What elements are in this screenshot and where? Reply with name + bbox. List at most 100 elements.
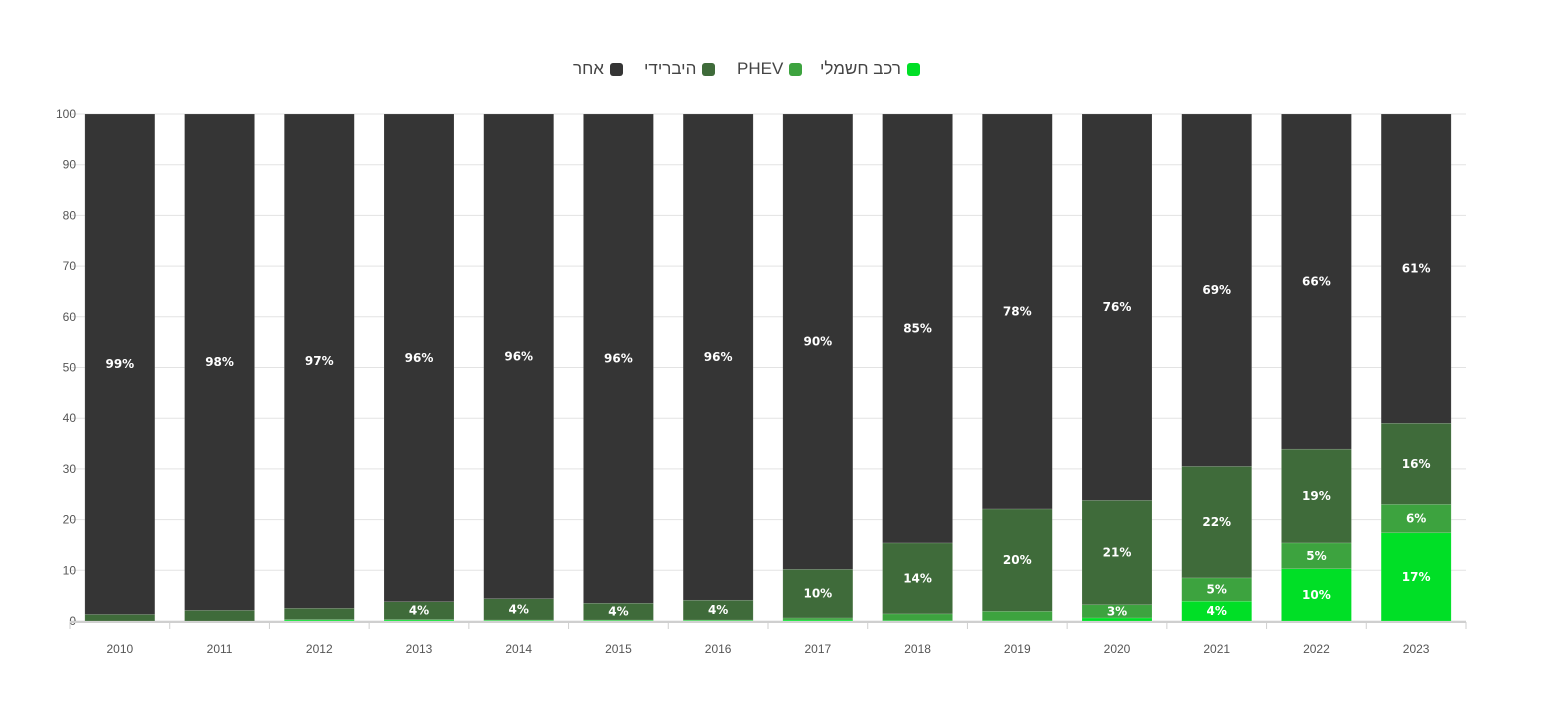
- bar-segment-2010-3: [84, 113, 156, 615]
- data-label-2021-1: 5%: [1207, 583, 1227, 597]
- data-label-2010-3: 99%: [105, 357, 134, 371]
- bar-segment-2018-1: [882, 613, 953, 621]
- y-tick-label: 20: [63, 513, 77, 527]
- data-label-2013-2: 4%: [409, 604, 429, 618]
- data-label-2022-0: 10%: [1302, 588, 1331, 602]
- x-tick-label: 2020: [1104, 642, 1131, 656]
- data-label-2015-2: 4%: [608, 605, 628, 619]
- x-tick-label: 2021: [1203, 642, 1230, 656]
- data-label-2023-3: 61%: [1402, 262, 1431, 276]
- bar-segment-2020-3: [1081, 113, 1153, 501]
- legend-swatch: [609, 62, 623, 76]
- bar-segment-2013-3: [383, 113, 455, 602]
- data-label-2023-0: 17%: [1402, 570, 1431, 584]
- bar-segment-2010-2: [84, 614, 156, 622]
- bar-segment-2022-1: [1281, 542, 1352, 570]
- bar-segment-2022-3: [1281, 113, 1352, 450]
- legend-item[interactable]: אחר: [573, 58, 623, 80]
- legend-label: אחר: [573, 59, 604, 78]
- data-label-2018-2: 14%: [903, 571, 932, 585]
- y-tick-label: 80: [63, 208, 77, 222]
- bar-segment-2016-3: [682, 113, 754, 601]
- y-tick-label: 30: [63, 462, 77, 476]
- bar-segment-2023-2: [1380, 423, 1452, 505]
- data-label-2013-3: 96%: [405, 351, 434, 365]
- data-label-2021-3: 69%: [1202, 283, 1231, 297]
- bar-segment-2017-1: [782, 617, 854, 621]
- bar-segment-2022-2: [1281, 448, 1352, 544]
- y-tick-label: 90: [63, 158, 77, 172]
- x-tick-label: 2016: [705, 642, 732, 656]
- y-tick-label: 10: [63, 563, 77, 577]
- bar-segment-2017-3: [782, 113, 854, 570]
- legend-label: PHEV: [737, 59, 784, 78]
- x-tick-label: 2019: [1004, 642, 1031, 656]
- y-tick-label: 40: [63, 411, 77, 425]
- x-tick-label: 2017: [805, 642, 832, 656]
- data-label-2023-2: 16%: [1402, 457, 1431, 471]
- bar-segment-2019-2: [982, 508, 1053, 612]
- bar-segment-2014-3: [483, 113, 554, 599]
- bar-segment-2019-3: [982, 113, 1053, 510]
- y-tick-label: 50: [63, 361, 77, 375]
- bar-segment-2021-2: [1181, 466, 1252, 579]
- bar-segment-2012-2: [284, 608, 355, 620]
- data-label-2021-2: 22%: [1202, 515, 1231, 529]
- y-tick-label: 70: [63, 259, 77, 273]
- data-label-2020-3: 76%: [1103, 300, 1132, 314]
- data-label-2022-1: 5%: [1306, 549, 1326, 563]
- data-label-2018-3: 85%: [903, 321, 932, 335]
- x-tick-label: 2015: [605, 642, 632, 656]
- legend-swatch: [789, 62, 803, 76]
- data-label-2016-2: 4%: [708, 603, 728, 617]
- y-tick-label: 100: [56, 107, 76, 121]
- data-label-2011-3: 98%: [205, 355, 234, 369]
- bar-segment-2021-1: [1181, 577, 1252, 602]
- data-label-2017-2: 10%: [803, 587, 832, 601]
- bar-segment-2023-0: [1380, 532, 1452, 622]
- data-label-2020-1: 3%: [1107, 604, 1127, 618]
- bar-segment-2018-2: [882, 542, 953, 615]
- bar-segment-2017-2: [782, 569, 854, 619]
- bar-segment-2022-0: [1281, 568, 1352, 622]
- legend-swatch: [906, 62, 920, 76]
- bar-segment-2023-3: [1380, 113, 1452, 424]
- bar-segment-2020-2: [1081, 500, 1153, 606]
- legend-item[interactable]: PHEV: [737, 58, 803, 80]
- legend-item[interactable]: רכב חשמלי: [820, 58, 920, 80]
- legend-item[interactable]: היברידי: [644, 58, 716, 80]
- bar-segment-2021-3: [1181, 113, 1252, 467]
- bar-segment-2019-1: [982, 611, 1053, 621]
- y-tick-label: 60: [63, 310, 77, 324]
- data-label-2014-3: 96%: [504, 349, 533, 363]
- data-label-2017-3: 90%: [803, 335, 832, 349]
- bar-segment-2012-3: [284, 113, 355, 609]
- data-label-2016-3: 96%: [704, 350, 733, 364]
- bar-segment-2018-3: [882, 113, 953, 544]
- x-tick-label: 2010: [107, 642, 134, 656]
- x-tick-label: 2018: [904, 642, 931, 656]
- x-tick-label: 2014: [505, 642, 532, 656]
- chart-legend: אחר היברידי PHEV רכב חשמלי: [0, 58, 1555, 80]
- data-label-2020-2: 21%: [1103, 546, 1132, 560]
- bar-segment-2011-2: [184, 610, 255, 622]
- x-tick-label: 2022: [1303, 642, 1330, 656]
- x-tick-label: 2013: [406, 642, 433, 656]
- data-label-2014-2: 4%: [509, 602, 529, 616]
- x-tick-label: 2011: [207, 642, 233, 656]
- data-label-2015-3: 96%: [604, 352, 633, 366]
- data-label-2019-3: 78%: [1003, 304, 1032, 318]
- legend-label: רכב חשמלי: [820, 59, 901, 78]
- x-tick-label: 2012: [306, 642, 333, 656]
- legend-label: היברידי: [644, 59, 697, 78]
- bar-segment-2020-0: [1081, 617, 1153, 622]
- data-label-2023-1: 6%: [1406, 512, 1426, 526]
- data-label-2021-0: 4%: [1207, 604, 1227, 618]
- data-label-2019-2: 20%: [1003, 553, 1032, 567]
- bar-segment-2015-3: [583, 113, 654, 604]
- x-tick-label: 2023: [1403, 642, 1430, 656]
- bar-segment-2011-3: [184, 113, 255, 611]
- data-label-2022-3: 66%: [1302, 275, 1331, 289]
- bar-segment-2023-1: [1380, 504, 1452, 534]
